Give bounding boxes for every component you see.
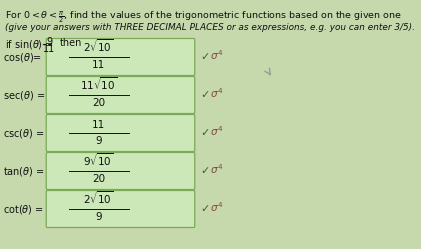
Text: ✓: ✓	[200, 204, 209, 214]
FancyBboxPatch shape	[46, 39, 195, 75]
Text: $\sigma^4$: $\sigma^4$	[210, 162, 224, 176]
Text: 2$\sqrt{10}$: 2$\sqrt{10}$	[83, 189, 114, 206]
Text: if sin($\theta$) =: if sin($\theta$) =	[5, 38, 54, 51]
FancyBboxPatch shape	[46, 76, 195, 114]
Text: 11: 11	[92, 120, 105, 130]
Text: $\sigma^4$: $\sigma^4$	[210, 86, 224, 100]
FancyBboxPatch shape	[46, 152, 195, 189]
Text: 9: 9	[95, 212, 102, 222]
Text: ✓: ✓	[200, 128, 209, 138]
Text: cot($\theta$) =: cot($\theta$) =	[3, 202, 44, 215]
Text: $\sigma^4$: $\sigma^4$	[210, 124, 224, 138]
Text: 9$\sqrt{10}$: 9$\sqrt{10}$	[83, 151, 114, 168]
Text: 11: 11	[92, 60, 105, 70]
Text: (give your answers with THREE DECIMAL PLACES or as expressions, e.g. you can ent: (give your answers with THREE DECIMAL PL…	[5, 23, 415, 32]
Text: tan($\theta$) =: tan($\theta$) =	[3, 165, 45, 178]
Text: ✓: ✓	[200, 166, 209, 176]
Text: csc($\theta$) =: csc($\theta$) =	[3, 126, 45, 139]
Text: ✓: ✓	[200, 52, 209, 62]
Text: 9: 9	[95, 136, 102, 146]
Text: For $0 < \theta < \frac{\pi}{2}$, find the values of the trigonometric functions: For $0 < \theta < \frac{\pi}{2}$, find t…	[5, 10, 402, 26]
Text: $\sigma^4$: $\sigma^4$	[210, 48, 224, 62]
Text: 20: 20	[92, 174, 105, 184]
Text: ✓: ✓	[200, 90, 209, 100]
Text: 20: 20	[92, 98, 105, 108]
Text: $\sigma^4$: $\sigma^4$	[210, 200, 224, 214]
Text: 11: 11	[43, 44, 55, 54]
Text: sec($\theta$) =: sec($\theta$) =	[3, 88, 45, 102]
Text: 11$\sqrt{10}$: 11$\sqrt{10}$	[80, 75, 117, 92]
FancyBboxPatch shape	[46, 190, 195, 228]
Text: then: then	[60, 38, 83, 48]
Text: 2$\sqrt{10}$: 2$\sqrt{10}$	[83, 37, 114, 54]
FancyBboxPatch shape	[46, 115, 195, 151]
Text: 9: 9	[46, 37, 52, 47]
Text: cos($\theta$)=: cos($\theta$)=	[3, 51, 42, 63]
